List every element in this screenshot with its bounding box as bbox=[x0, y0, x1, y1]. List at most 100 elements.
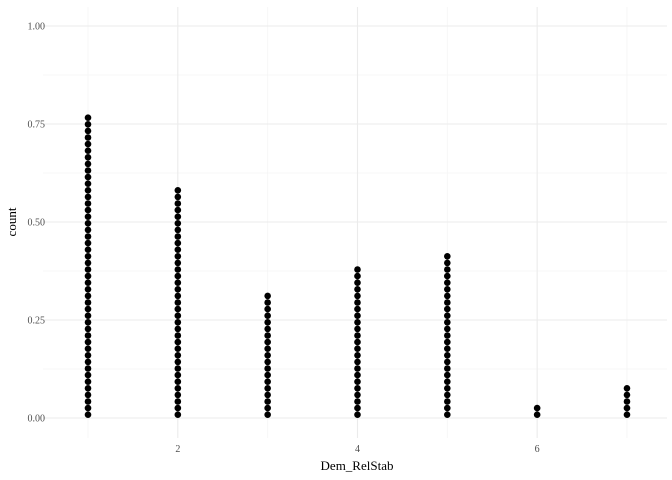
data-dot bbox=[264, 305, 271, 313]
data-dot bbox=[264, 332, 271, 339]
data-dot bbox=[444, 358, 451, 366]
data-dot bbox=[84, 127, 92, 135]
data-dot bbox=[444, 259, 451, 267]
data-dot bbox=[84, 233, 92, 240]
data-dot bbox=[84, 411, 92, 419]
data-dot bbox=[623, 411, 631, 419]
data-dot bbox=[354, 279, 361, 287]
data-dot bbox=[444, 325, 451, 333]
data-dot bbox=[444, 385, 451, 392]
data-dot bbox=[444, 345, 451, 353]
y-tick-label: 0.75 bbox=[28, 120, 46, 131]
data-dot bbox=[444, 352, 451, 359]
data-dot bbox=[264, 299, 271, 306]
data-dot bbox=[84, 160, 92, 168]
data-dot bbox=[264, 345, 271, 353]
data-dot bbox=[444, 391, 451, 399]
data-dot bbox=[84, 239, 92, 247]
data-dot bbox=[264, 338, 271, 346]
data-dot bbox=[264, 385, 271, 392]
data-dot bbox=[444, 398, 451, 405]
data-dot bbox=[354, 411, 361, 419]
data-dot bbox=[84, 154, 92, 161]
data-dot bbox=[174, 365, 182, 372]
data-dot bbox=[84, 279, 92, 287]
data-dot bbox=[84, 272, 92, 280]
data-dot bbox=[354, 325, 361, 333]
data-dot bbox=[84, 371, 92, 379]
data-dot bbox=[354, 385, 361, 392]
data-dot bbox=[264, 292, 271, 300]
data-dot bbox=[84, 200, 92, 207]
data-dot bbox=[174, 233, 182, 240]
data-dot bbox=[84, 345, 92, 353]
data-dot bbox=[354, 338, 361, 346]
data-dot bbox=[264, 312, 271, 320]
data-dot bbox=[354, 286, 361, 293]
data-dot bbox=[174, 345, 182, 353]
data-dot bbox=[174, 187, 182, 194]
data-dot bbox=[264, 358, 271, 366]
data-dot bbox=[444, 312, 451, 320]
data-dot bbox=[264, 365, 271, 372]
data-dot bbox=[354, 345, 361, 353]
y-tick-label: 0.50 bbox=[28, 218, 46, 229]
data-dot bbox=[354, 365, 361, 372]
data-dot bbox=[444, 252, 451, 260]
data-dot bbox=[174, 246, 182, 253]
data-dot bbox=[264, 404, 271, 412]
data-dot bbox=[264, 398, 271, 405]
data-dot bbox=[84, 213, 92, 220]
data-dot bbox=[84, 398, 92, 405]
data-dot bbox=[174, 206, 182, 214]
data-dot bbox=[84, 193, 92, 201]
data-dot bbox=[533, 411, 541, 419]
data-dot bbox=[84, 299, 92, 306]
data-dot bbox=[174, 391, 182, 399]
x-tick-label: 2 bbox=[175, 444, 180, 455]
y-tick-label: 0.00 bbox=[28, 414, 46, 425]
data-dot bbox=[174, 325, 182, 333]
data-dot bbox=[354, 305, 361, 313]
data-dot bbox=[444, 411, 451, 419]
data-dot bbox=[174, 404, 182, 412]
data-dot bbox=[174, 272, 182, 280]
data-dot bbox=[444, 404, 451, 412]
data-dot bbox=[264, 325, 271, 333]
data-dot bbox=[84, 121, 92, 128]
data-dot bbox=[174, 358, 182, 366]
data-dot bbox=[444, 371, 451, 379]
data-dot bbox=[84, 206, 92, 214]
data-dot bbox=[354, 332, 361, 339]
data-dot bbox=[444, 266, 451, 273]
data-dot bbox=[174, 411, 182, 419]
x-axis-tick-labels: 2 4 6 bbox=[175, 444, 539, 455]
x-tick-label: 6 bbox=[535, 444, 540, 455]
data-dot bbox=[84, 252, 92, 260]
data-dot bbox=[264, 371, 271, 379]
data-dot bbox=[354, 404, 361, 412]
data-dot bbox=[174, 200, 182, 207]
data-dot bbox=[84, 220, 92, 227]
data-dot bbox=[84, 259, 92, 267]
data-dot bbox=[623, 398, 631, 405]
data-dot bbox=[174, 252, 182, 260]
data-dot bbox=[84, 358, 92, 366]
data-dot bbox=[354, 358, 361, 366]
data-dot bbox=[174, 279, 182, 287]
data-dot bbox=[84, 173, 92, 181]
data-dot bbox=[444, 378, 451, 386]
data-dot bbox=[84, 352, 92, 359]
data-dot bbox=[84, 385, 92, 392]
data-dot bbox=[354, 299, 361, 306]
data-dot bbox=[354, 391, 361, 399]
data-dot bbox=[84, 246, 92, 253]
data-dot bbox=[354, 352, 361, 359]
data-dot bbox=[174, 239, 182, 247]
data-dot bbox=[174, 259, 182, 267]
data-dot bbox=[174, 299, 182, 306]
data-dot bbox=[174, 292, 182, 300]
data-dot bbox=[84, 286, 92, 293]
data-dot bbox=[84, 266, 92, 273]
data-dot bbox=[444, 272, 451, 280]
